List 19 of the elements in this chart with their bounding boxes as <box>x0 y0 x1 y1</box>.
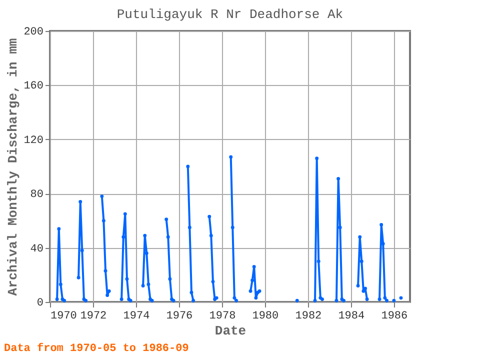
y-tick-label: 160 <box>24 80 44 93</box>
x-tick-label: 1978 <box>209 310 236 322</box>
x-tick-label: 1986 <box>381 310 408 322</box>
x-tick-label: 1982 <box>295 310 322 322</box>
y-tick-label: 0 <box>36 298 44 310</box>
y-tick-label: 80 <box>30 189 44 202</box>
chart-title: Putuligayuk R Nr Deadhorse Ak <box>116 7 344 22</box>
x-tick-label: 1970 <box>50 310 77 322</box>
x-tick-label: 1984 <box>338 310 366 322</box>
y-tick-label: 200 <box>24 26 44 38</box>
text: Data from 1970-05 to 1986-09 <box>4 343 189 355</box>
y-tick-label: 120 <box>24 134 44 147</box>
x-tick-label: 1976 <box>166 310 193 322</box>
x-tick-label: 1980 <box>252 310 279 322</box>
x-tick-label: 1972 <box>80 310 107 322</box>
x-tick-label: 1974 <box>123 310 150 322</box>
x-axis-title: Date <box>214 324 246 338</box>
y-tick-label: 40 <box>30 243 44 256</box>
y-axis-title: Archival Monthly Discharge, in mm <box>6 38 21 296</box>
